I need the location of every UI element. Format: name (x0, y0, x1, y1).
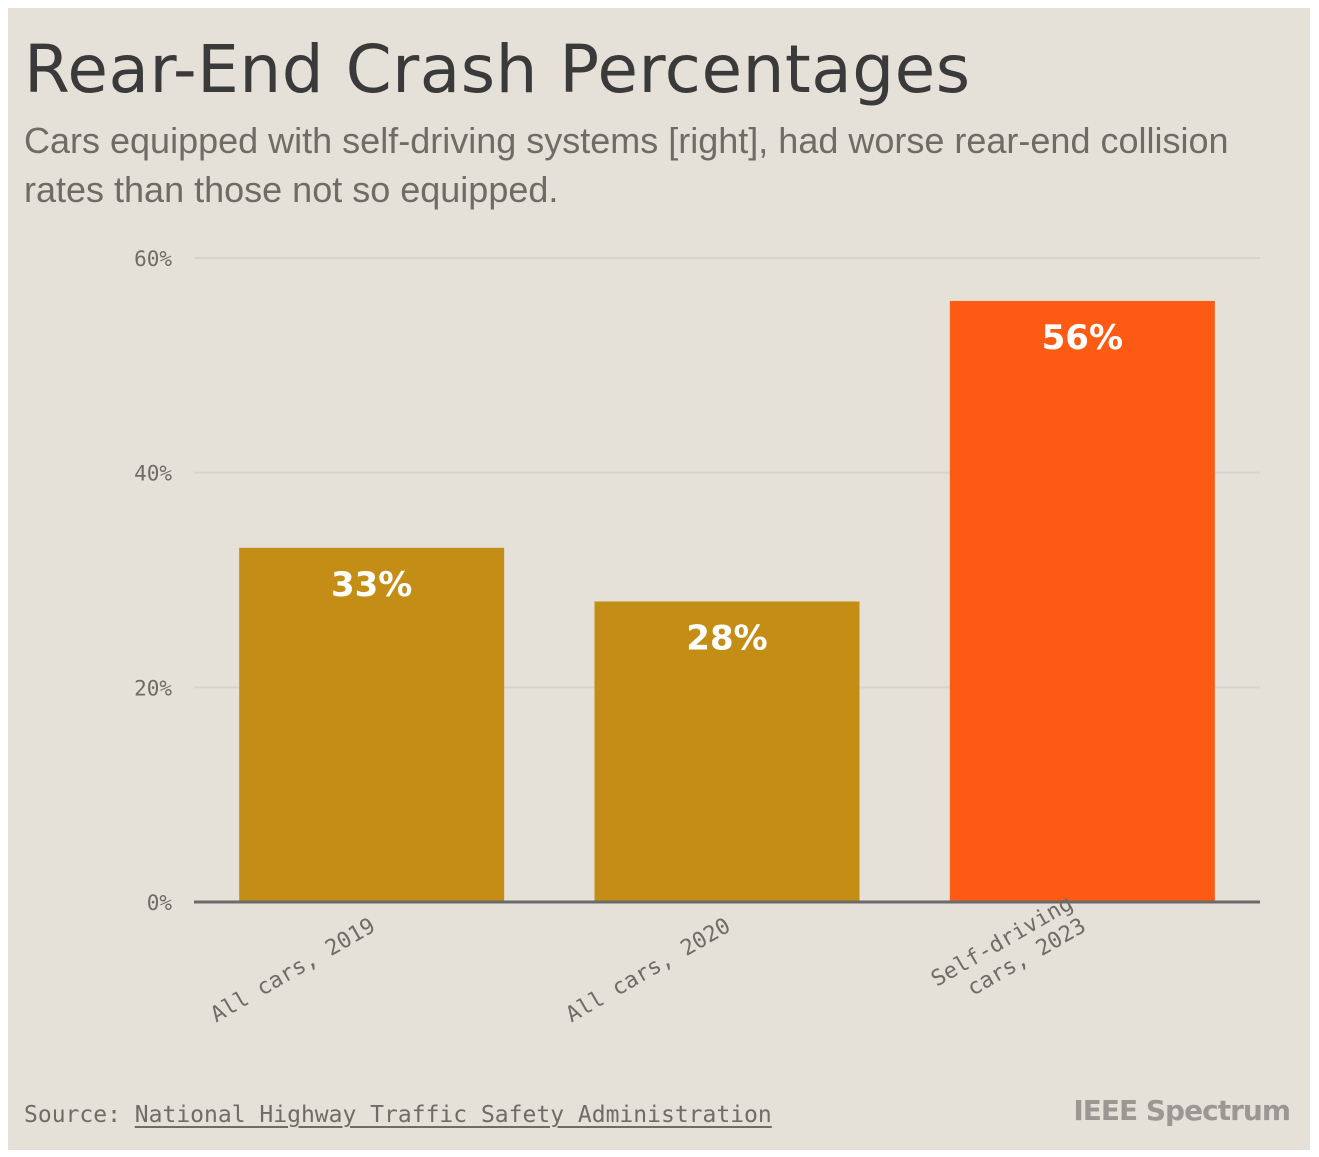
bar[interactable] (239, 547, 505, 902)
source-prefix: Source: (24, 1102, 135, 1128)
x-tick-label-line: All cars, 2020 (562, 914, 735, 1028)
data-label: 33% (331, 565, 412, 605)
x-tick-label-text: All cars, 2020 (562, 914, 735, 1028)
source-link[interactable]: National Highway Traffic Safety Administ… (134, 1102, 772, 1128)
source-note: Source: National Highway Traffic Safety … (24, 1100, 772, 1130)
bar[interactable] (949, 300, 1215, 902)
y-tick-label: 20% (134, 676, 172, 700)
x-tick-label: All cars, 2020 (562, 914, 735, 1028)
ieee-spectrum-logo: IEEE Spectrum (1073, 1094, 1291, 1127)
chart-card: Rear-End Crash Percentages Cars equipped… (8, 8, 1310, 1150)
data-label: 56% (1042, 318, 1123, 358)
bar-chart: 0% 20% 40% 60% 33% All cars, 2019 28% All cars,… (134, 247, 1260, 1028)
x-tick-label-line: All cars, 2019 (207, 914, 380, 1028)
x-tick-label: All cars, 2019 (207, 914, 380, 1028)
y-tick-label: 60% (134, 247, 172, 271)
bar[interactable] (594, 601, 860, 902)
chart-title: Rear-End Crash Percentages (24, 31, 971, 108)
x-tick-label-text: Self-drivingcars, 2023 (927, 891, 1090, 1015)
x-tick-label-text: All cars, 2019 (207, 914, 380, 1028)
data-label: 28% (686, 618, 767, 658)
y-tick-label: 0% (147, 891, 173, 915)
x-tick-label: Self-drivingcars, 2023 (927, 891, 1090, 1015)
y-tick-label: 40% (134, 462, 172, 486)
chart-subtitle: Cars equipped with self-driving systems … (24, 120, 1229, 210)
